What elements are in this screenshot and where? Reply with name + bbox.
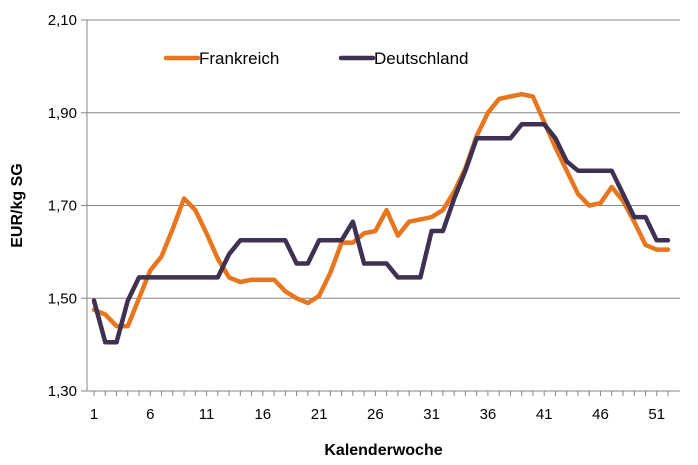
- y-tick-label: 1,90: [48, 105, 77, 122]
- x-axis-ticks: 1 6 11 16 21 26 31 36 41 46 51: [90, 391, 669, 423]
- series-line-frankreich: [91, 91, 671, 329]
- y-tick-label: 2,10: [48, 12, 77, 29]
- legend: Frankreich Deutschland: [163, 49, 469, 68]
- y-axis-ticks: 1,30 1,50 1,70 1,90 2,10: [48, 12, 87, 400]
- x-tick-label: 36: [480, 406, 497, 423]
- x-tick-label: 26: [367, 406, 384, 423]
- y-tick-label: 1,30: [48, 383, 77, 400]
- x-tick-label: 16: [254, 406, 271, 423]
- x-tick-label: 11: [199, 406, 215, 423]
- x-tick-label: 21: [311, 406, 328, 423]
- y-axis-title: EUR/kg SG: [9, 163, 26, 247]
- x-axis-title: Kalenderwoche: [324, 442, 442, 459]
- x-tick-label: 6: [146, 406, 154, 423]
- y-tick-label: 1,70: [48, 198, 77, 215]
- x-tick-label: 41: [536, 406, 553, 423]
- x-tick-label: 31: [423, 406, 440, 423]
- x-tick-label: 51: [648, 406, 665, 423]
- series-line-deutschland: [91, 122, 671, 345]
- series-lines: [91, 91, 671, 345]
- gridlines: [87, 19, 680, 299]
- legend-label: Frankreich: [199, 49, 279, 68]
- x-tick-label: 46: [592, 406, 609, 423]
- y-tick-label: 1,50: [48, 290, 77, 307]
- legend-label: Deutschland: [374, 49, 469, 68]
- x-tick-label: 1: [90, 406, 98, 423]
